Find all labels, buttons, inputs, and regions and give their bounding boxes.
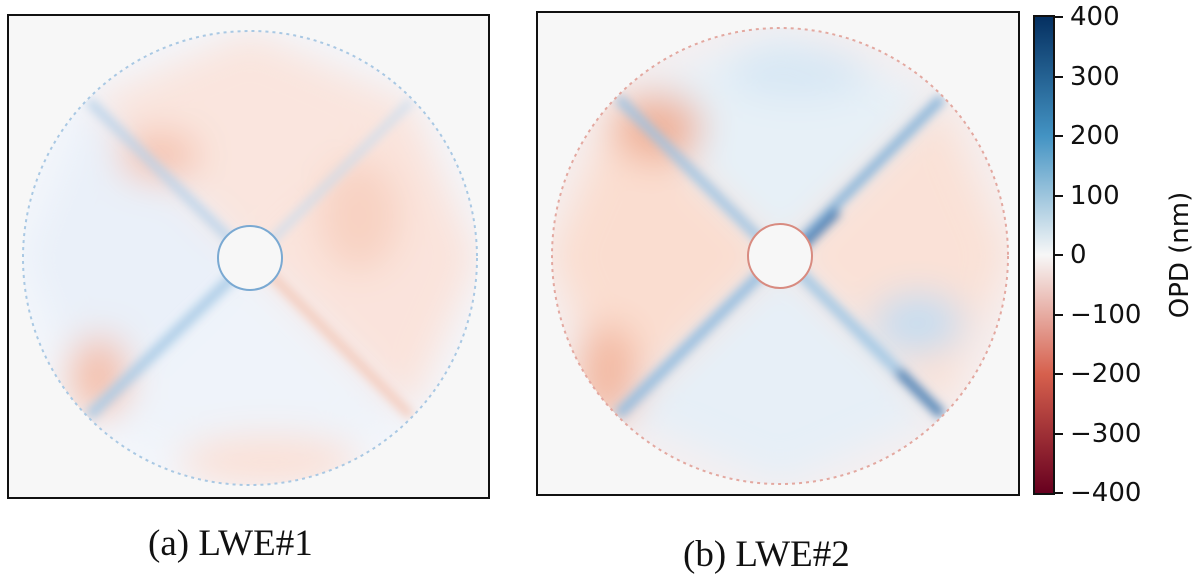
- colorbar-tick-label: −100: [1070, 299, 1142, 330]
- caption-b: (b) LWE#2: [683, 534, 850, 575]
- colorbar-tick-mark: [1055, 75, 1063, 78]
- colorbar-tick-label: 300: [1070, 61, 1120, 92]
- colorbar-tick-mark: [1055, 373, 1063, 375]
- colorbar-tick-mark: [1055, 194, 1063, 197]
- colorbar-tick-label: 0: [1070, 240, 1087, 270]
- colorbar-tick-label: −400: [1070, 478, 1142, 508]
- colorbar-tick-mark: [1055, 135, 1063, 137]
- colorbar-tick-label: −200: [1070, 359, 1142, 389]
- colorbar-tick-mark: [1055, 432, 1063, 435]
- colorbar-tick-label: 400: [1070, 2, 1120, 32]
- colorbar: [1033, 15, 1055, 495]
- colorbar-tick-mark: [1055, 16, 1063, 18]
- opd-map-a: [22, 30, 478, 486]
- opd-map-panel-a: [7, 14, 490, 499]
- opd-map-panel-b: [536, 11, 1020, 496]
- colorbar-tick-label: 200: [1070, 121, 1120, 151]
- colorbar-tick-mark: [1055, 254, 1063, 256]
- colorbar-tick-label: −300: [1070, 418, 1142, 449]
- colorbar-tick-mark: [1055, 313, 1063, 316]
- colorbar-tick-mark: [1055, 492, 1063, 494]
- opd-map-b: [551, 27, 1009, 485]
- caption-a: (a) LWE#1: [148, 523, 313, 564]
- colorbar-label: OPD (nm): [1165, 191, 1195, 319]
- colorbar-tick-label: 100: [1070, 180, 1120, 211]
